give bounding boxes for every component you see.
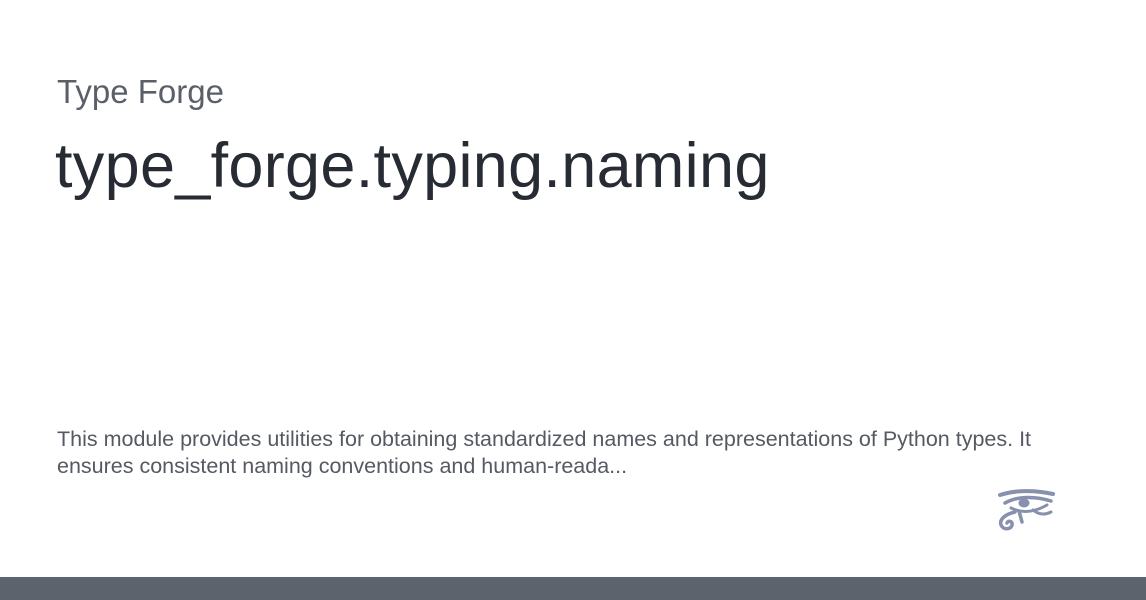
- page-description: This module provides utilities for obtai…: [57, 427, 1032, 478]
- social-preview-card: Type Forge type_forge.typing.naming This…: [55, 73, 1055, 531]
- page-title: type_forge.typing.naming: [55, 131, 770, 201]
- site-name: Type Forge: [57, 73, 224, 110]
- footer-bar: [0, 577, 1146, 600]
- eye-of-horus-icon: [998, 489, 1055, 531]
